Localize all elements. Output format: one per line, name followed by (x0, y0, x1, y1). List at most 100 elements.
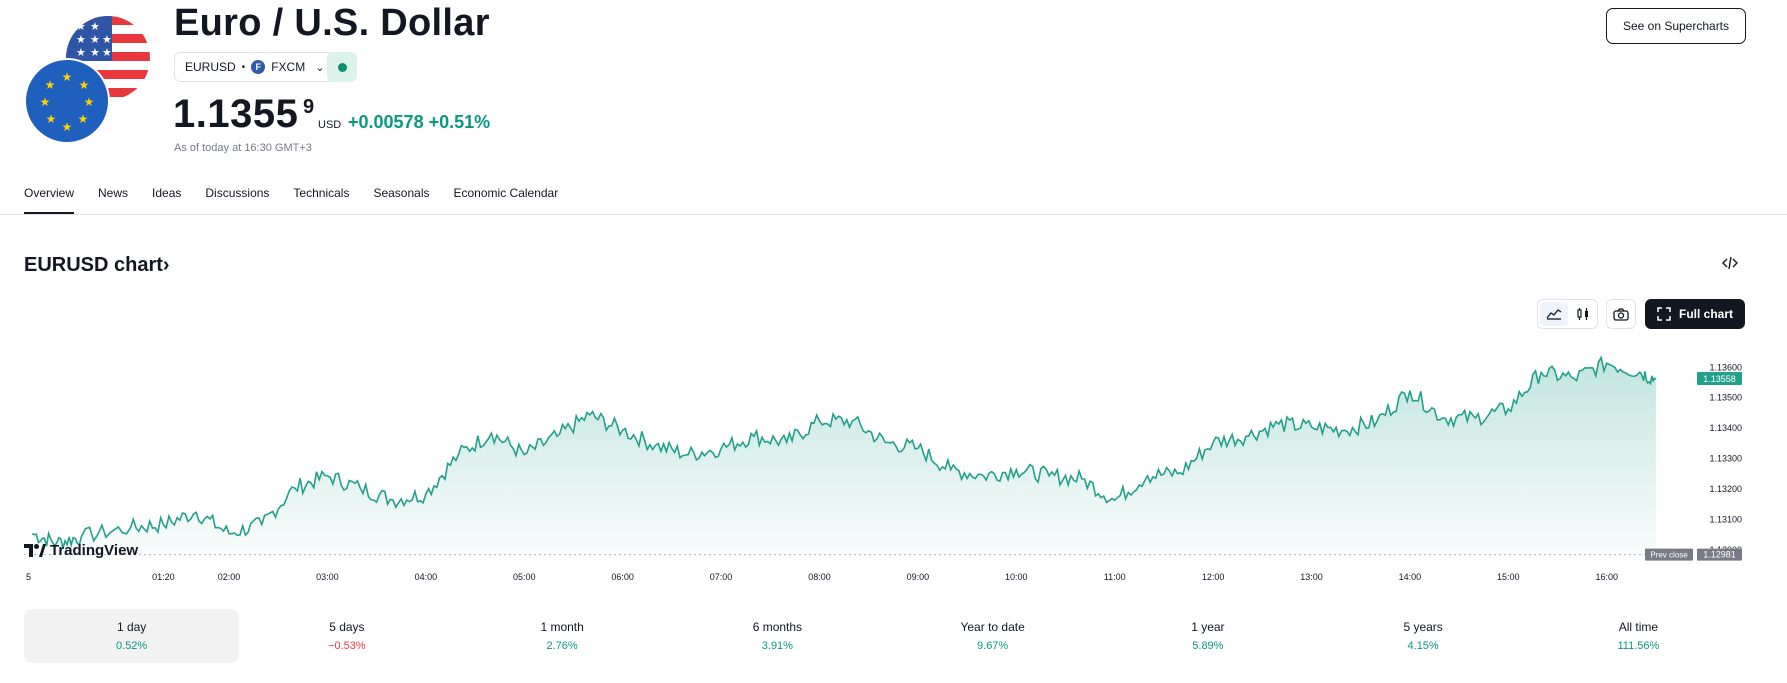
area-chart-button[interactable] (1540, 302, 1568, 326)
svg-text:★: ★ (76, 20, 86, 33)
period-button[interactable]: 6 months 3.91% (670, 609, 885, 663)
snapshot-button[interactable] (1606, 299, 1636, 329)
period-button[interactable]: 1 year 5.89% (1100, 609, 1315, 663)
price-line (31, 355, 1657, 549)
eu-flag-icon: ★ ★ ★ ★ ★ ★ ★ ★ (24, 58, 110, 144)
svg-text:★: ★ (62, 70, 73, 84)
price-area-fill (32, 357, 1656, 558)
x-tick-label: 11:00 (1104, 572, 1126, 582)
x-tick-label: 05:00 (513, 572, 536, 582)
period-label: 5 days (329, 620, 365, 634)
tradingview-logo-icon (24, 544, 46, 557)
x-tick-label: 10:00 (1005, 572, 1028, 582)
period-button[interactable]: Year to date 9.67% (885, 609, 1100, 663)
market-open-dot-icon (337, 62, 347, 72)
period-label: 6 months (752, 620, 803, 634)
price-change-abs: +0.00578 (348, 112, 424, 132)
svg-text:★: ★ (84, 95, 95, 109)
y-tick-label: 1.13200 (1709, 484, 1742, 494)
period-button[interactable]: 5 days −0.53% (239, 609, 454, 663)
tabs-divider (0, 214, 1787, 215)
x-tick-label: 5 (26, 572, 31, 582)
tab-economic-calendar[interactable]: Economic Calendar (453, 186, 559, 200)
period-button[interactable]: 1 day 0.52% (24, 609, 240, 663)
period-change: 0.52% (116, 640, 148, 652)
x-tick-label: 03:00 (316, 572, 339, 582)
tab-discussions[interactable]: Discussions (205, 186, 270, 200)
svg-text:★: ★ (90, 46, 100, 59)
full-chart-button[interactable]: Full chart (1645, 299, 1745, 329)
separator-dot: • (241, 61, 246, 73)
price-change: +0.00578 +0.51% (348, 112, 490, 133)
period-label: 1 month (540, 620, 584, 634)
prev-close-badge (1697, 548, 1742, 561)
svg-text:★: ★ (102, 46, 112, 59)
last-price: 1.1355 (173, 92, 299, 136)
fullscreen-icon (1657, 307, 1671, 321)
tradingview-logo: TradingView (24, 542, 138, 559)
period-selector: 1 day 0.52% 5 days −0.53% 1 month 2.76% 6 mont… (24, 609, 1746, 663)
candles-chart-button[interactable] (1570, 302, 1598, 326)
section-tabs: Overview News Ideas Discussions Technica… (24, 186, 582, 214)
y-tick-label: 1.13500 (1709, 393, 1742, 403)
full-chart-label: Full chart (1678, 307, 1733, 321)
period-change: 9.67% (977, 640, 1009, 652)
y-tick-label: 1.13600 (1709, 362, 1742, 372)
price-chart[interactable]: 1.13600 1.13500 1.13400 1.13300 1.13200 1.131… (0, 340, 1787, 590)
period-change: 111.56% (1617, 640, 1660, 652)
chart-section-title[interactable]: EURUSD chart› (24, 254, 170, 276)
svg-text:★: ★ (90, 33, 100, 46)
period-change: 2.76% (546, 640, 578, 652)
period-button[interactable]: 5 years 4.15% (1316, 609, 1531, 663)
period-change: −0.53% (328, 640, 366, 652)
svg-text:★: ★ (76, 46, 86, 59)
period-label: All time (1618, 620, 1659, 634)
svg-text:★: ★ (40, 95, 51, 109)
y-tick-label: 1.13400 (1709, 423, 1742, 433)
svg-text:★: ★ (45, 78, 56, 92)
svg-text:★: ★ (46, 112, 57, 126)
x-tick-label: 16:00 (1595, 572, 1618, 582)
period-label: 1 day (116, 620, 147, 634)
svg-text:★: ★ (76, 33, 86, 46)
prev-close-tag (1645, 548, 1693, 561)
x-tick-label: 06:00 (611, 572, 634, 582)
price-currency: USD (318, 119, 342, 131)
y-tick-label: 1.13300 (1709, 454, 1742, 464)
tab-ideas[interactable]: Ideas (152, 186, 182, 200)
chevron-down-icon: ⌄ (315, 61, 325, 74)
period-button[interactable]: All time 111.56% (1531, 609, 1746, 663)
period-button[interactable]: 1 month 2.76% (455, 609, 670, 663)
symbol-selector[interactable]: EURUSD • F FXCM ⌄ (174, 52, 336, 82)
svg-text:★: ★ (90, 20, 100, 33)
prev-close-label: 1.12981 (1703, 550, 1736, 560)
period-change: 4.15% (1407, 640, 1439, 652)
x-tick-label: 15:00 (1497, 572, 1520, 582)
x-tick-label: 07:00 (710, 572, 733, 582)
svg-text:★: ★ (79, 78, 90, 92)
period-label: Year to date (960, 620, 1025, 634)
tab-technicals[interactable]: Technicals (293, 186, 350, 200)
svg-text:★: ★ (62, 120, 73, 134)
tab-news[interactable]: News (98, 186, 129, 200)
y-tick-label: 1.13100 (1709, 514, 1742, 524)
chart-style-toggle (1537, 299, 1598, 329)
code-icon[interactable] (1722, 256, 1738, 273)
svg-text:★: ★ (78, 112, 89, 126)
period-label: 1 year (1191, 620, 1225, 634)
x-tick-label: 02:00 (218, 572, 241, 582)
tab-seasonals[interactable]: Seasonals (373, 186, 430, 200)
candles-icon (1577, 308, 1589, 320)
x-tick-label: 01:20 (152, 572, 175, 582)
page-title: Euro / U.S. Dollar (174, 2, 490, 44)
see-on-supercharts-button[interactable]: See on Supercharts (1606, 8, 1746, 44)
x-tick-label: 08:00 (808, 572, 831, 582)
last-price-badge (1697, 372, 1742, 386)
x-tick-label: 13:00 (1300, 572, 1323, 582)
x-tick-label: 12:00 (1202, 572, 1225, 582)
market-status-button[interactable] (327, 52, 357, 82)
last-price-pip: 9 (303, 96, 315, 118)
tab-overview[interactable]: Overview (24, 186, 75, 214)
x-tick-label: 04:00 (415, 572, 438, 582)
svg-text:★: ★ (102, 33, 112, 46)
